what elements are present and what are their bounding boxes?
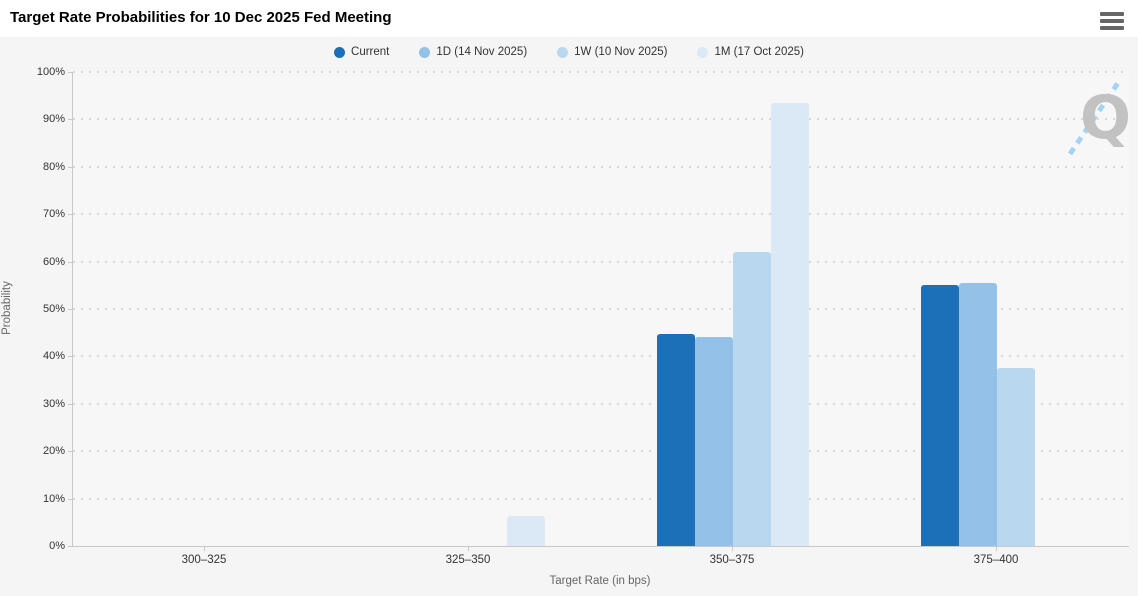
legend-label: 1W (10 Nov 2025) (574, 46, 668, 58)
y-tick-mark (68, 356, 72, 358)
y-tick-mark (68, 119, 72, 121)
bar[interactable] (771, 103, 809, 546)
x-tick-label: 300–325 (181, 554, 227, 566)
bar[interactable] (959, 282, 997, 546)
x-tick-mark (732, 547, 733, 551)
legend-item[interactable]: 1M (17 Oct 2025) (697, 46, 804, 58)
chart-header: Target Rate Probabilities for 10 Dec 202… (0, 0, 1138, 37)
bar[interactable] (507, 516, 545, 546)
plot-area (72, 71, 1129, 547)
hamburger-bar (1100, 26, 1124, 30)
gridline (73, 402, 1129, 405)
y-tick-mark (68, 451, 72, 453)
x-tick-mark (204, 547, 205, 551)
bar[interactable] (921, 284, 959, 546)
legend-swatch-icon (419, 46, 431, 58)
x-tick-label: 350–375 (709, 554, 755, 566)
watermark-q-logo: Q (1066, 78, 1132, 158)
bar[interactable] (733, 252, 771, 546)
y-tick-mark (68, 166, 72, 168)
watermark-q-letter: Q (1080, 83, 1132, 153)
hamburger-bar (1100, 12, 1124, 16)
hamburger-bar (1100, 19, 1124, 23)
gridline (73, 213, 1129, 216)
gridline (73, 497, 1129, 500)
gridline (73, 165, 1129, 168)
gridline (73, 118, 1129, 121)
legend-swatch-icon (557, 46, 569, 58)
gridline (73, 450, 1129, 453)
y-tick-label: 0% (49, 540, 65, 552)
legend-item[interactable]: 1D (14 Nov 2025) (419, 46, 527, 58)
bar-group (337, 72, 601, 546)
x-tick-label: 325–350 (445, 554, 491, 566)
gridline (73, 308, 1129, 310)
legend-label: Current (351, 46, 390, 58)
legend-item[interactable]: Current (334, 46, 389, 58)
y-tick-label: 10% (42, 492, 65, 505)
bar[interactable] (695, 337, 733, 546)
y-tick-mark (68, 403, 72, 405)
bar[interactable] (997, 367, 1035, 546)
y-tick-label: 90% (42, 113, 65, 126)
hamburger-menu-icon[interactable] (1100, 12, 1124, 30)
bar-group (73, 72, 337, 546)
y-tick-label: 40% (42, 350, 65, 363)
gridline (73, 355, 1129, 358)
x-tick-mark (996, 547, 997, 551)
gridline (73, 71, 1129, 73)
y-tick-mark (68, 498, 72, 500)
bar-group (865, 72, 1129, 546)
y-tick-mark (68, 546, 72, 547)
legend-label: 1M (17 Oct 2025) (714, 46, 804, 58)
x-tick-mark (468, 547, 469, 551)
y-tick-label: 100% (36, 66, 65, 78)
chart-title: Target Rate Probabilities for 10 Dec 202… (10, 9, 392, 26)
y-tick-mark (68, 72, 72, 73)
legend: Current 1D (14 Nov 2025) 1W (10 Nov 2025) 1… (0, 46, 1138, 58)
y-tick-mark (68, 309, 72, 310)
legend-label: 1D (14 Nov 2025) (436, 46, 528, 58)
legend-item[interactable]: 1W (10 Nov 2025) (557, 46, 667, 58)
y-tick-mark (68, 261, 72, 263)
legend-swatch-icon (334, 46, 346, 58)
gridline (73, 260, 1129, 263)
y-tick-label: 30% (42, 397, 65, 410)
y-tick-label: 70% (42, 208, 65, 221)
bar[interactable] (657, 334, 695, 546)
bar-group (601, 72, 865, 546)
legend-swatch-icon (697, 46, 709, 58)
y-axis-title: Probability (1, 281, 13, 335)
x-axis-title: Target Rate (in bps) (549, 575, 651, 587)
x-tick-label: 375–400 (973, 554, 1019, 566)
y-tick-label: 60% (42, 255, 65, 268)
watermark-swoosh-icon (1067, 78, 1123, 156)
y-tick-label: 50% (42, 303, 65, 315)
y-tick-label: 20% (42, 445, 65, 458)
y-tick-mark (68, 214, 72, 216)
y-tick-label: 80% (42, 160, 65, 173)
